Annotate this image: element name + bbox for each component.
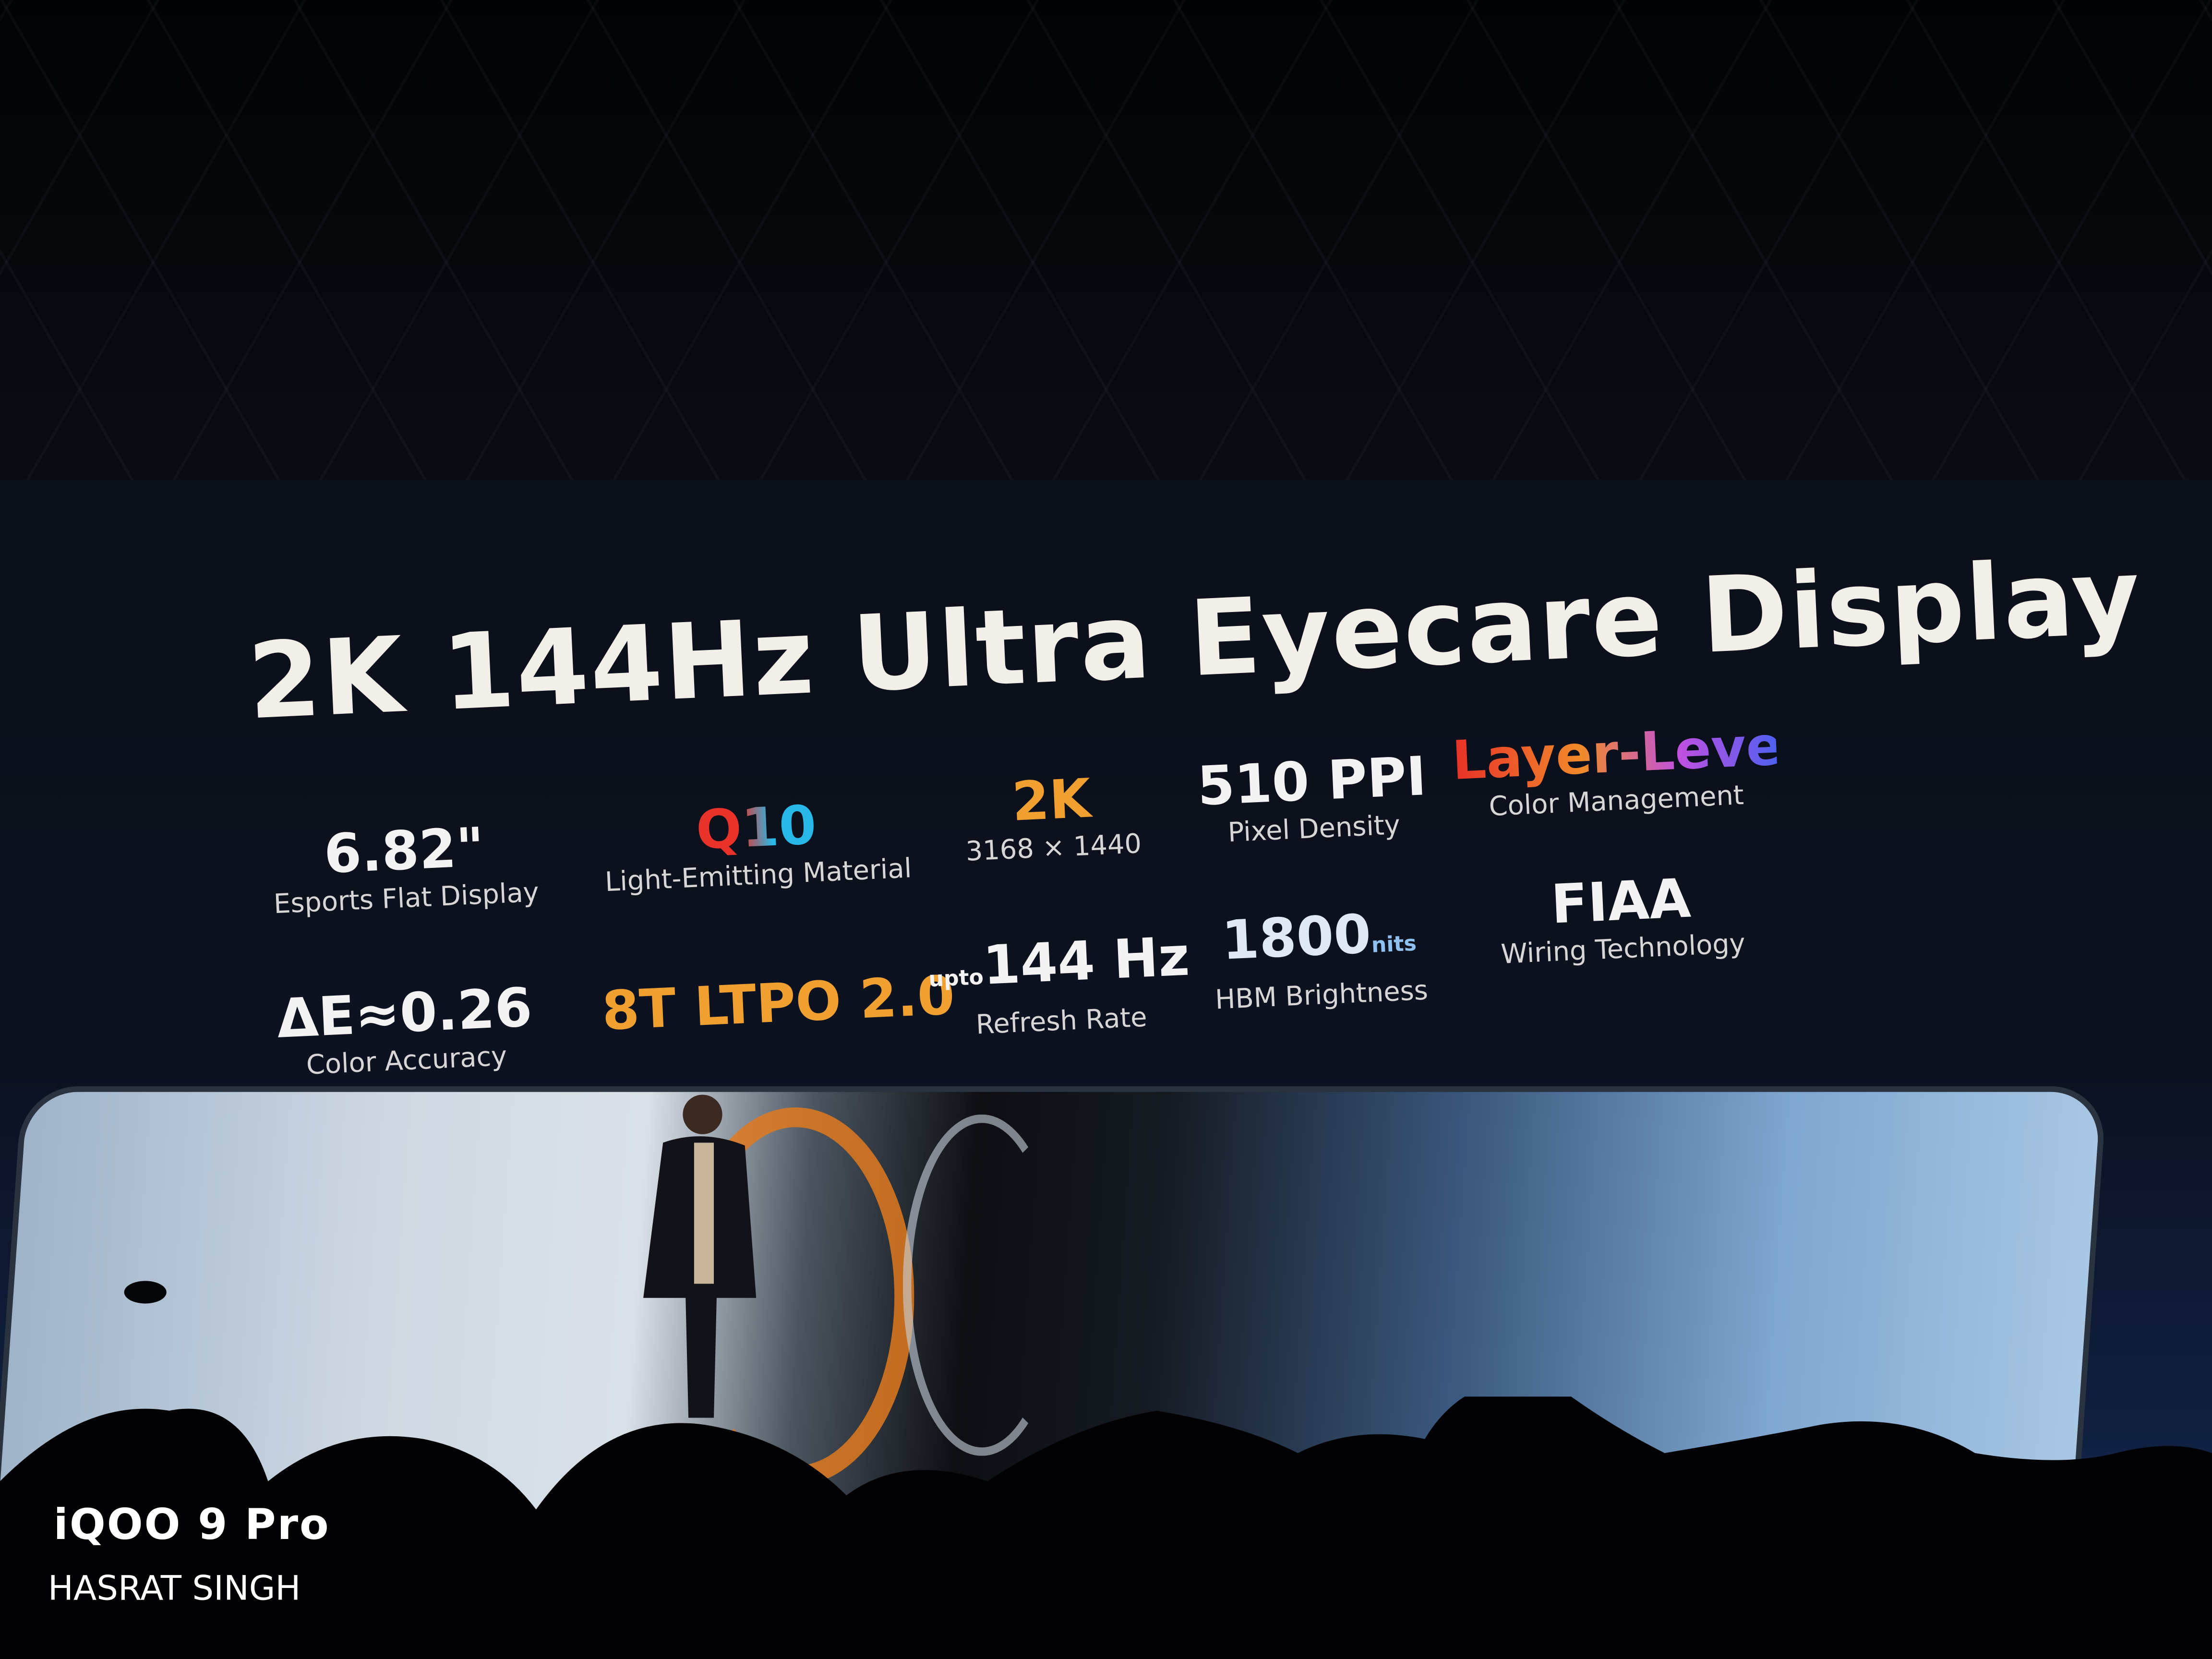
presentation-slide: 2K 144Hz Ultra Eyecare Display 6.82" Esp… [200,470,2144,1110]
audience-silhouettes [0,1396,2212,1659]
spec-value: 8T LTPO 2.0 [601,964,956,1043]
punch-hole-camera [124,1281,167,1304]
spec-material: Q10 Light-Emitting Material [593,789,921,900]
spec-unit: nits [1370,930,1417,958]
spec-screen-size: 6.82" Esports Flat Display [240,812,569,923]
watermark-photographer: HASRAT SINGH [48,1568,301,1609]
spec-brightness: 1800nits HBM Brightness [1155,898,1484,1020]
presenter-silhouette [643,1094,757,1418]
spec-prefix: upto [928,964,985,992]
watermark-device: iQOO 9 Pro [53,1501,330,1551]
spec-wiring: FIAA Wiring Technology [1457,863,1786,974]
slide-title: 2K 144Hz Ultra Eyecare Display [245,536,2144,744]
spec-color-management: Layer-Level Color Management [1451,714,1802,826]
spec-pixel-density: 510 PPI Pixel Density [1148,743,1477,854]
spec-value: 1800 [1220,903,1372,972]
stage-truss [0,0,2212,508]
spec-ltpo: 8T LTPO 2.0 [601,964,956,1043]
spec-color-accuracy: ΔE≈0.26 Color Accuracy [241,975,569,1085]
